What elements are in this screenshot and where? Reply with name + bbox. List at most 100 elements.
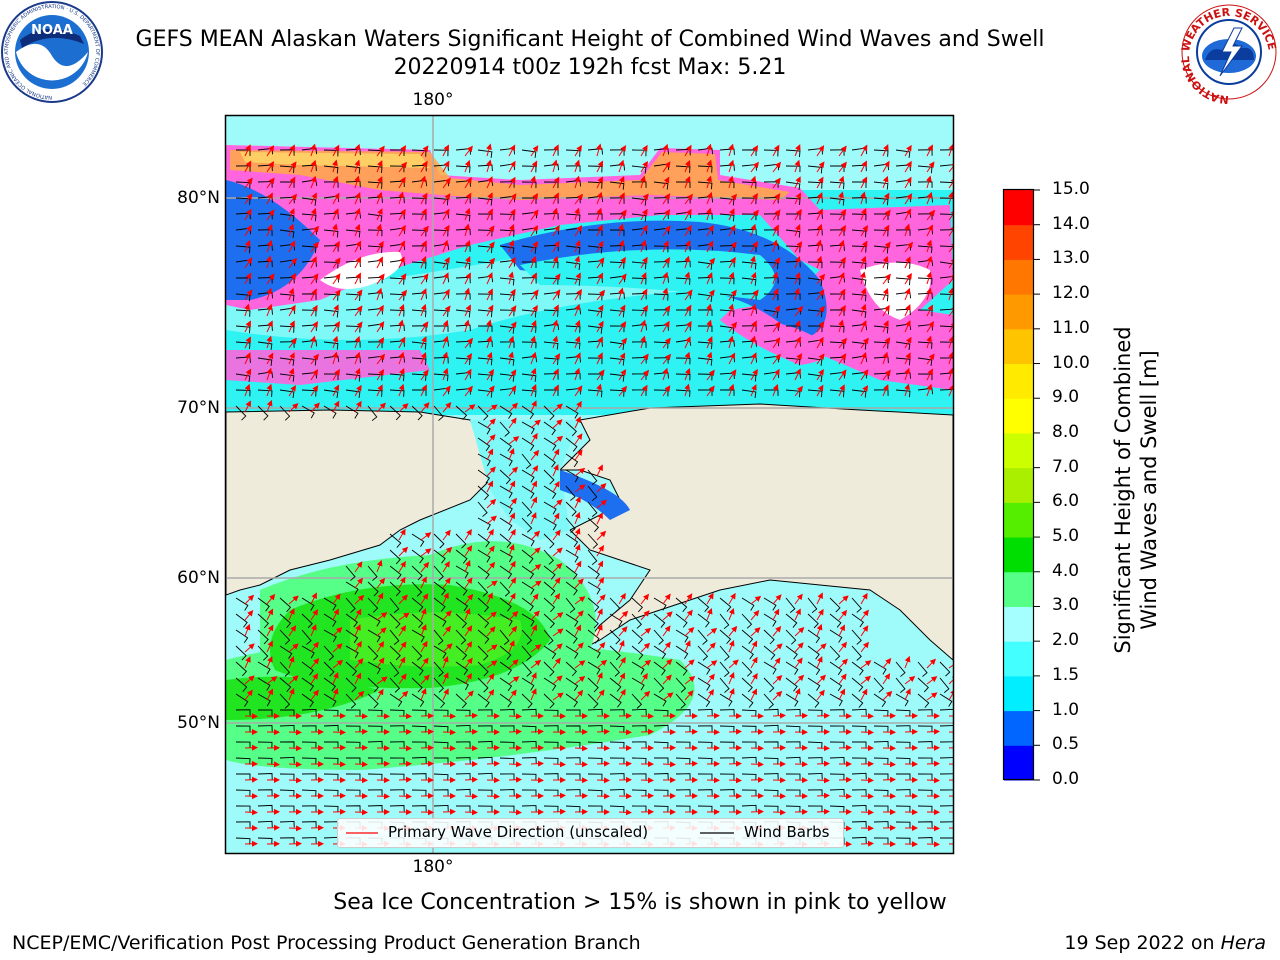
footer-date: 19 Sep 2022 on — [1064, 932, 1221, 954]
wind-barb — [433, 804, 449, 812]
wind-barb — [455, 309, 471, 318]
wind-barb — [235, 677, 248, 692]
wind-barb — [411, 773, 427, 780]
wind-barb — [719, 340, 735, 347]
wind-barb — [389, 677, 401, 693]
wind-barb — [851, 645, 862, 661]
wind-barb — [851, 725, 867, 733]
wind-barb — [829, 757, 845, 764]
wind-barb — [389, 629, 400, 646]
wind-barb — [543, 565, 556, 580]
wind-barb — [939, 164, 953, 167]
wind-barb — [873, 837, 889, 845]
wind-barb — [499, 565, 513, 580]
wind-barb — [587, 645, 601, 659]
wave-direction-arrow — [728, 777, 742, 784]
wave-direction-arrow — [442, 177, 451, 189]
wind-barb — [279, 773, 295, 781]
wind-barb — [587, 789, 603, 797]
wave-direction-arrow — [266, 761, 280, 768]
wind-barb — [565, 613, 579, 627]
wind-barb — [565, 677, 579, 692]
wind-barb — [609, 805, 625, 813]
wind-barb — [345, 165, 361, 174]
wind-barb — [587, 708, 603, 716]
wave-direction-arrow — [750, 192, 758, 205]
wind-barb — [279, 357, 295, 366]
wind-barb — [763, 243, 780, 250]
wind-barb — [323, 757, 339, 765]
wind-barb — [455, 788, 471, 796]
wind-barb — [587, 773, 603, 781]
wind-barb — [697, 693, 711, 708]
wave-direction-arrow — [552, 176, 560, 189]
wave-direction-arrow — [420, 160, 428, 173]
wind-barb — [543, 629, 554, 645]
wind-barb — [829, 709, 845, 716]
wind-barb — [675, 677, 687, 693]
wind-barb — [873, 181, 889, 190]
wind-barb — [631, 789, 647, 797]
wind-barb — [785, 693, 799, 707]
wave-direction-arrow — [244, 809, 258, 816]
wind-barb — [257, 725, 273, 732]
wind-barb — [411, 645, 423, 661]
wave-direction-arrow — [816, 145, 825, 157]
wind-barb — [521, 629, 533, 645]
wind-barb — [455, 773, 471, 780]
wind-barb — [939, 181, 953, 184]
wind-barb — [411, 581, 423, 597]
wave-direction-arrow — [772, 193, 781, 205]
wind-barb — [565, 549, 579, 563]
wind-barb — [367, 693, 379, 709]
sea-ice-note: Sea Ice Concentration > 15% is shown in … — [333, 890, 947, 915]
wind-barb — [719, 773, 735, 781]
wind-barb — [741, 277, 757, 286]
wave-direction-arrow — [508, 144, 516, 157]
wind-barb — [389, 565, 402, 580]
wind-barb — [895, 837, 911, 845]
wind-barb — [411, 789, 427, 797]
wind-barb — [917, 341, 933, 349]
wind-barb — [499, 501, 513, 515]
wave-direction-arrow — [552, 792, 566, 799]
wave-direction-arrow — [838, 175, 845, 189]
wind-barb — [235, 245, 251, 254]
wind-barb — [565, 341, 581, 350]
wind-barb — [477, 709, 493, 716]
wind-barb — [279, 724, 295, 732]
wave-direction-arrow — [750, 175, 757, 189]
wave-direction-arrow — [750, 161, 759, 173]
wind-barb — [939, 372, 953, 375]
wind-barb — [477, 756, 493, 764]
wind-barb — [719, 613, 730, 630]
wave-direction-arrow — [882, 144, 889, 157]
wave-direction-arrow — [596, 143, 602, 157]
wave-direction-arrow — [794, 159, 801, 173]
wave-direction-arrow — [728, 728, 742, 735]
wind-barb — [345, 709, 361, 717]
wave-direction-arrow — [266, 177, 275, 189]
wind-barb — [301, 645, 315, 659]
wind-barb — [389, 389, 405, 397]
wind-barb — [367, 165, 383, 174]
wave-direction-arrow — [926, 175, 932, 189]
wind-barb — [939, 741, 953, 743]
wind-barb — [411, 341, 427, 350]
wind-barb — [829, 677, 843, 692]
wind-barb — [477, 149, 493, 158]
wave-direction-arrow — [552, 808, 566, 815]
wind-barb — [895, 341, 911, 351]
wind-barb — [763, 741, 779, 748]
wind-barb — [675, 389, 691, 397]
wave-direction-arrow — [288, 176, 296, 189]
bering-sea-peak — [350, 612, 522, 667]
wave-direction-arrow — [398, 176, 406, 189]
wind-barb — [697, 309, 713, 316]
wave-direction-arrow — [464, 776, 478, 783]
wind-barb — [235, 693, 249, 707]
wind-barb — [609, 292, 625, 299]
wind-barb — [565, 325, 581, 333]
wind-barb — [587, 309, 603, 318]
wind-barb — [543, 213, 559, 220]
